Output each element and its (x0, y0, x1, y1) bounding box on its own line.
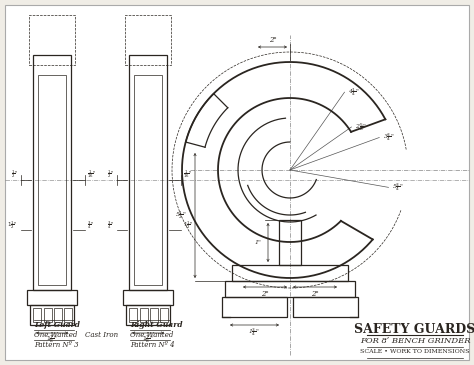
Text: 1": 1" (254, 240, 261, 245)
Text: $\frac{1}{2}$": $\frac{1}{2}$" (107, 168, 114, 180)
Text: 2": 2" (311, 290, 319, 298)
Text: $1\frac{7}{8}$": $1\frac{7}{8}$" (46, 333, 58, 345)
Text: 5$\frac{1}{2}$": 5$\frac{1}{2}$" (175, 210, 187, 222)
Bar (29, 15, 75, 65)
Text: SAFETY GUARDS: SAFETY GUARDS (355, 323, 474, 336)
Bar (64, 308, 72, 322)
Text: 4$\frac{1}{4}$": 4$\frac{1}{4}$" (348, 86, 360, 98)
Bar (123, 290, 173, 305)
Text: $\frac{1}{16}$": $\frac{1}{16}$" (183, 168, 192, 180)
Text: SCALE • WORK TO DIMENSIONS: SCALE • WORK TO DIMENSIONS (360, 349, 470, 354)
Text: 2": 2" (261, 290, 269, 298)
Bar (54, 308, 62, 322)
Text: Left Guard: Left Guard (34, 321, 80, 329)
Text: 2": 2" (269, 36, 277, 44)
Text: Right Guard: Right Guard (130, 321, 182, 329)
Text: $\frac{3}{4}$": $\frac{3}{4}$" (87, 219, 94, 231)
Text: Cast Iron: Cast Iron (85, 331, 118, 339)
Bar (222, 297, 287, 317)
Text: Pattern Nº 3: Pattern Nº 3 (34, 341, 79, 349)
Bar (160, 308, 168, 322)
Bar (129, 55, 167, 290)
Bar (27, 290, 77, 305)
Bar (30, 305, 74, 325)
Bar (38, 75, 66, 285)
Text: One Wanted: One Wanted (130, 331, 173, 339)
Bar (33, 308, 41, 322)
Text: $\frac{1}{16}$": $\frac{1}{16}$" (87, 168, 97, 180)
Text: $\frac{1}{2}$": $\frac{1}{2}$" (11, 168, 18, 180)
Bar (44, 308, 52, 322)
Bar (232, 265, 348, 281)
Text: $1\frac{1}{2}$": $1\frac{1}{2}$" (183, 219, 193, 231)
Text: 1$\frac{3}{4}$": 1$\frac{3}{4}$" (248, 326, 260, 338)
Text: 5$\frac{3}{4}$": 5$\frac{3}{4}$" (392, 181, 404, 193)
Text: $1\frac{7}{8}$": $1\frac{7}{8}$" (142, 333, 154, 345)
Bar (33, 55, 71, 290)
Bar (140, 308, 148, 322)
Bar (125, 15, 171, 65)
Bar (129, 308, 137, 322)
Text: One Wanted: One Wanted (34, 331, 77, 339)
Text: 2$\frac{5}{8}$": 2$\frac{5}{8}$" (356, 121, 367, 133)
Bar (134, 75, 162, 285)
Text: FOR 8ʹ BENCH GRINDER: FOR 8ʹ BENCH GRINDER (360, 337, 470, 345)
Text: 3$\frac{3}{4}$": 3$\frac{3}{4}$" (383, 131, 395, 143)
Bar (293, 297, 358, 317)
Bar (126, 305, 170, 325)
Text: $\frac{3}{4}$": $\frac{3}{4}$" (107, 219, 114, 231)
Text: $1\frac{1}{2}$": $1\frac{1}{2}$" (8, 219, 18, 231)
Bar (150, 308, 158, 322)
Bar (225, 281, 355, 297)
Text: Pattern Nº 4: Pattern Nº 4 (130, 341, 174, 349)
Bar (279, 220, 301, 265)
